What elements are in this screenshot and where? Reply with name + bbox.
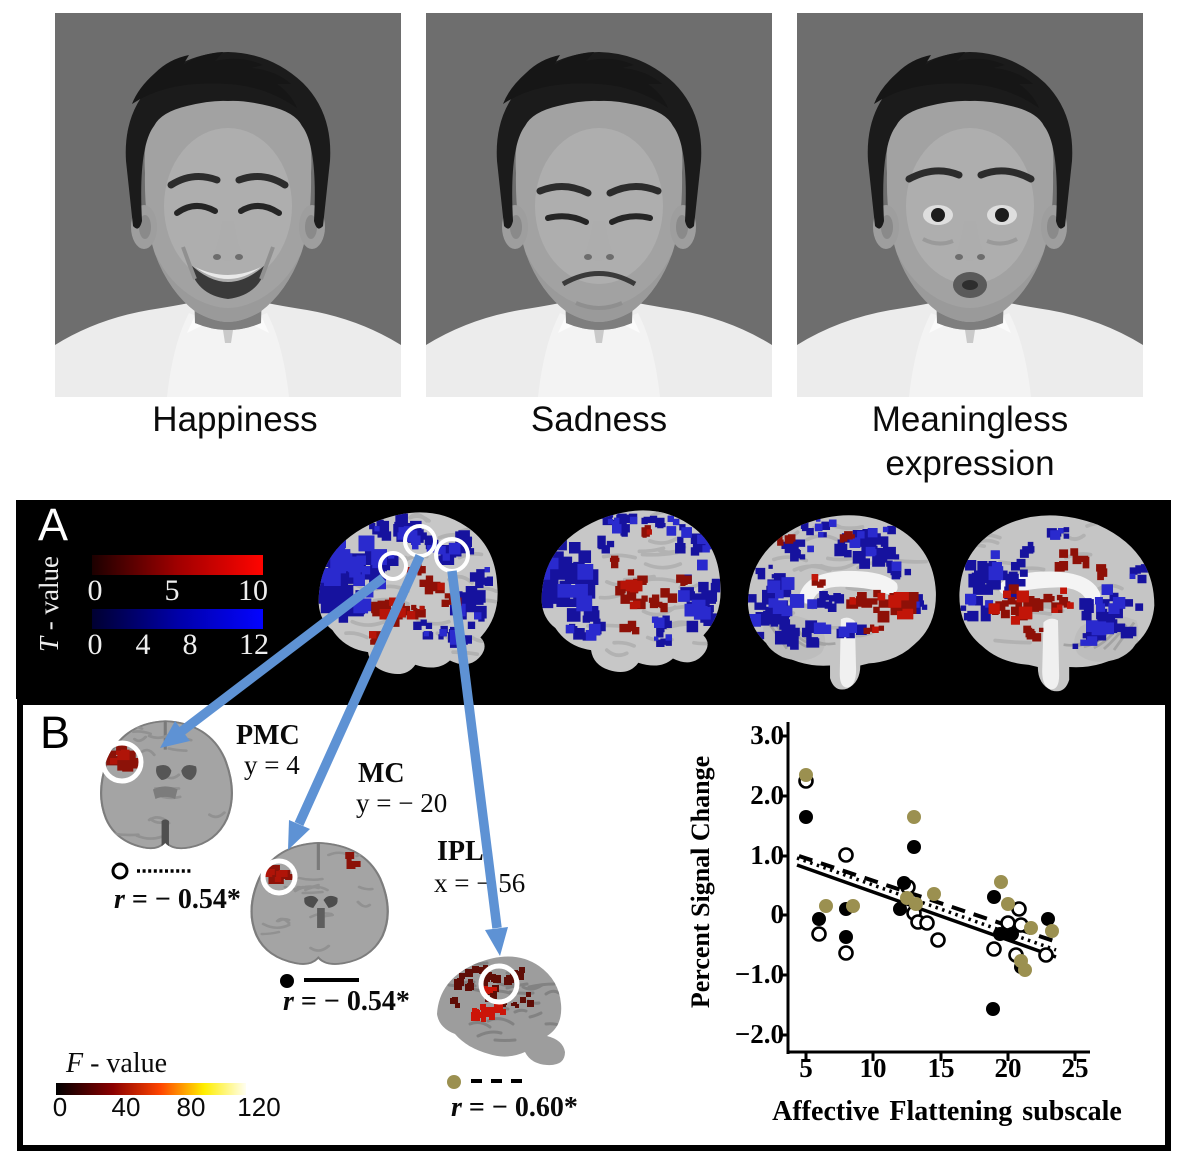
svg-text:y = 4: y = 4: [244, 750, 300, 780]
svg-text:80: 80: [177, 1092, 206, 1122]
svg-text:r = − 0.54*: r = − 0.54*: [283, 986, 410, 1017]
svg-text:MC: MC: [358, 758, 405, 789]
svg-text:x = − 56: x = − 56: [434, 868, 525, 898]
svg-text:12: 12: [239, 628, 269, 661]
svg-text:0: 0: [88, 628, 103, 661]
svg-text:F - value: F - value: [65, 1048, 167, 1079]
svg-text:25: 25: [1062, 1053, 1089, 1083]
svg-text:3.0: 3.0: [750, 720, 784, 750]
svg-text:y = − 20: y = − 20: [356, 788, 447, 818]
svg-text:A: A: [38, 499, 68, 550]
svg-text:2.0: 2.0: [750, 780, 784, 810]
svg-text:4: 4: [136, 628, 151, 661]
svg-text:40: 40: [112, 1092, 141, 1122]
svg-text:0: 0: [53, 1092, 67, 1122]
svg-text:Percent Signal Change: Percent Signal Change: [686, 756, 715, 1008]
svg-text:5: 5: [799, 1053, 813, 1083]
svg-text:120: 120: [237, 1092, 280, 1122]
svg-text:PMC: PMC: [236, 720, 300, 751]
svg-text:B: B: [40, 707, 70, 758]
svg-text:0: 0: [771, 899, 785, 929]
svg-text:T - value: T - value: [34, 556, 64, 652]
svg-text:−2.0: −2.0: [735, 1019, 784, 1049]
svg-text:Affective Flattening subscale: Affective Flattening subscale: [772, 1096, 1122, 1127]
svg-text:8: 8: [183, 628, 198, 661]
svg-text:−1.0: −1.0: [735, 959, 784, 989]
svg-text:r = − 0.54*: r = − 0.54*: [114, 884, 241, 915]
svg-text:15: 15: [928, 1053, 955, 1083]
svg-text:20: 20: [995, 1053, 1022, 1083]
svg-text:r = − 0.60*: r = − 0.60*: [451, 1092, 578, 1123]
svg-text:0: 0: [88, 574, 103, 607]
svg-text:5: 5: [165, 574, 180, 607]
svg-text:10: 10: [860, 1053, 887, 1083]
svg-text:IPL: IPL: [437, 836, 484, 867]
svg-text:10: 10: [238, 574, 268, 607]
svg-text:1.0: 1.0: [750, 840, 784, 870]
